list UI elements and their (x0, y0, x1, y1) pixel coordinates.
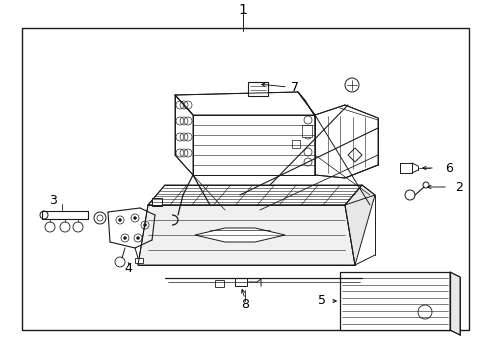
Polygon shape (339, 272, 449, 330)
Bar (152, 198, 162, 206)
Text: 3: 3 (49, 194, 57, 207)
Bar (302, 125, 311, 137)
Polygon shape (193, 115, 314, 175)
Text: 4: 4 (124, 261, 132, 274)
Text: 2: 2 (454, 180, 462, 194)
Polygon shape (297, 92, 319, 175)
Bar (22, 28, 468, 330)
Bar (235, 278, 246, 286)
Circle shape (118, 219, 121, 221)
Polygon shape (175, 92, 314, 115)
Circle shape (123, 237, 126, 239)
Text: 5: 5 (317, 294, 325, 307)
Circle shape (136, 237, 139, 239)
Polygon shape (195, 228, 285, 242)
Text: 6: 6 (444, 162, 452, 175)
Bar (247, 82, 267, 96)
Polygon shape (345, 185, 374, 265)
Polygon shape (314, 105, 377, 178)
Text: 7: 7 (290, 81, 298, 94)
Polygon shape (138, 205, 354, 265)
Bar (215, 280, 224, 287)
Polygon shape (148, 185, 361, 205)
Polygon shape (449, 272, 459, 335)
Polygon shape (175, 95, 193, 175)
Circle shape (133, 216, 136, 220)
Circle shape (143, 224, 146, 226)
Polygon shape (399, 163, 411, 173)
Text: 8: 8 (241, 298, 248, 311)
Text: 1: 1 (238, 3, 247, 17)
Bar (135, 258, 142, 263)
Polygon shape (347, 148, 361, 162)
Bar (291, 140, 299, 148)
